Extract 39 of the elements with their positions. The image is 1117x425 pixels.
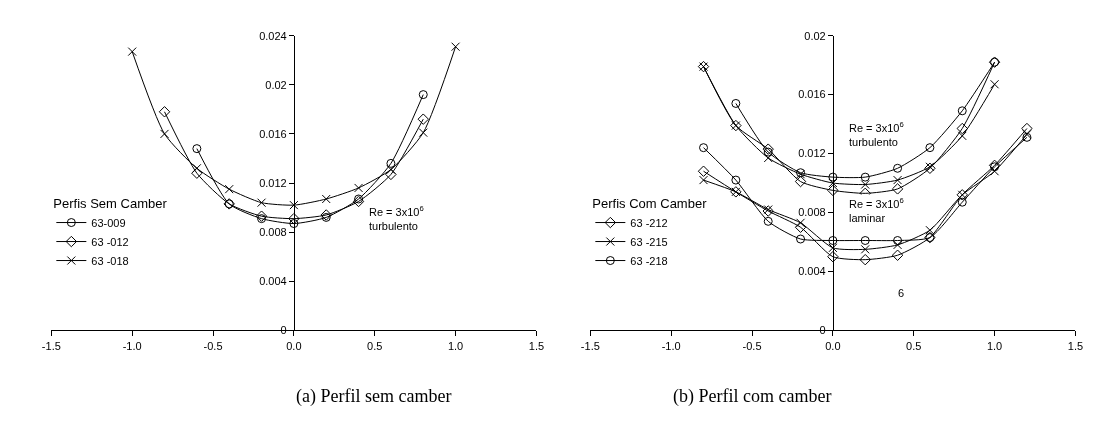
legend-label: 63 -215	[630, 235, 668, 248]
text: Re = 3x10 laminar	[849, 197, 900, 224]
x-tick-label: -0.5	[742, 339, 762, 352]
x-tick-label: 1.5	[528, 339, 545, 352]
x-tick-label: 1.0	[447, 339, 464, 352]
legend-label: 63 -218	[630, 254, 668, 267]
legend-label: 63 -212	[630, 216, 668, 229]
x-tick-label: 1.5	[1067, 339, 1084, 352]
annotation: Re = 3x10$^{6}$ turbulento	[849, 120, 904, 148]
text: (b) Perfil com camber	[673, 386, 832, 407]
y-tick-label: 0.004	[798, 265, 826, 278]
y-tick-label: 0.012	[798, 147, 826, 160]
y-tick-label: 0.024	[259, 29, 287, 42]
y-tick-label: 0.02	[804, 29, 826, 42]
legend-label: 63 -012	[91, 235, 129, 248]
text: (a) Perfil sem camber	[296, 386, 452, 407]
y-tick-label: 0.008	[798, 206, 826, 219]
legend-title: Perfis Sem Camber	[53, 196, 168, 212]
x-tick-label: 0.5	[906, 339, 922, 352]
y-tick-label: 0.012	[259, 176, 287, 189]
x-tick-label: -1.0	[122, 339, 142, 352]
legend-label: 63-009	[91, 216, 126, 229]
x-tick-label: -1.5	[580, 339, 600, 352]
legend-title: Perfis Com Camber	[592, 196, 708, 212]
y-tick-label: 0.004	[259, 275, 287, 288]
y-tick-label: 0.016	[798, 88, 826, 101]
y-tick-label: 0.008	[259, 226, 287, 238]
y-tick-label: 0.016	[259, 127, 287, 140]
x-tick-label: 1.0	[986, 339, 1003, 352]
y-tick-label: 0.02	[265, 78, 287, 91]
x-tick-label: -1.5	[41, 339, 61, 352]
x-tick-label: 0.0	[286, 339, 302, 352]
x-tick-label: -0.5	[203, 339, 223, 352]
x-tick-label: -1.0	[661, 339, 681, 352]
x-tick-label: 0.0	[825, 339, 841, 352]
x-tick-label: 0.5	[367, 339, 383, 352]
annotation: Re = 3x10$^{6}$ turbulento	[369, 204, 424, 232]
legend-label: 63 -018	[91, 254, 129, 267]
text: 6	[898, 287, 905, 299]
